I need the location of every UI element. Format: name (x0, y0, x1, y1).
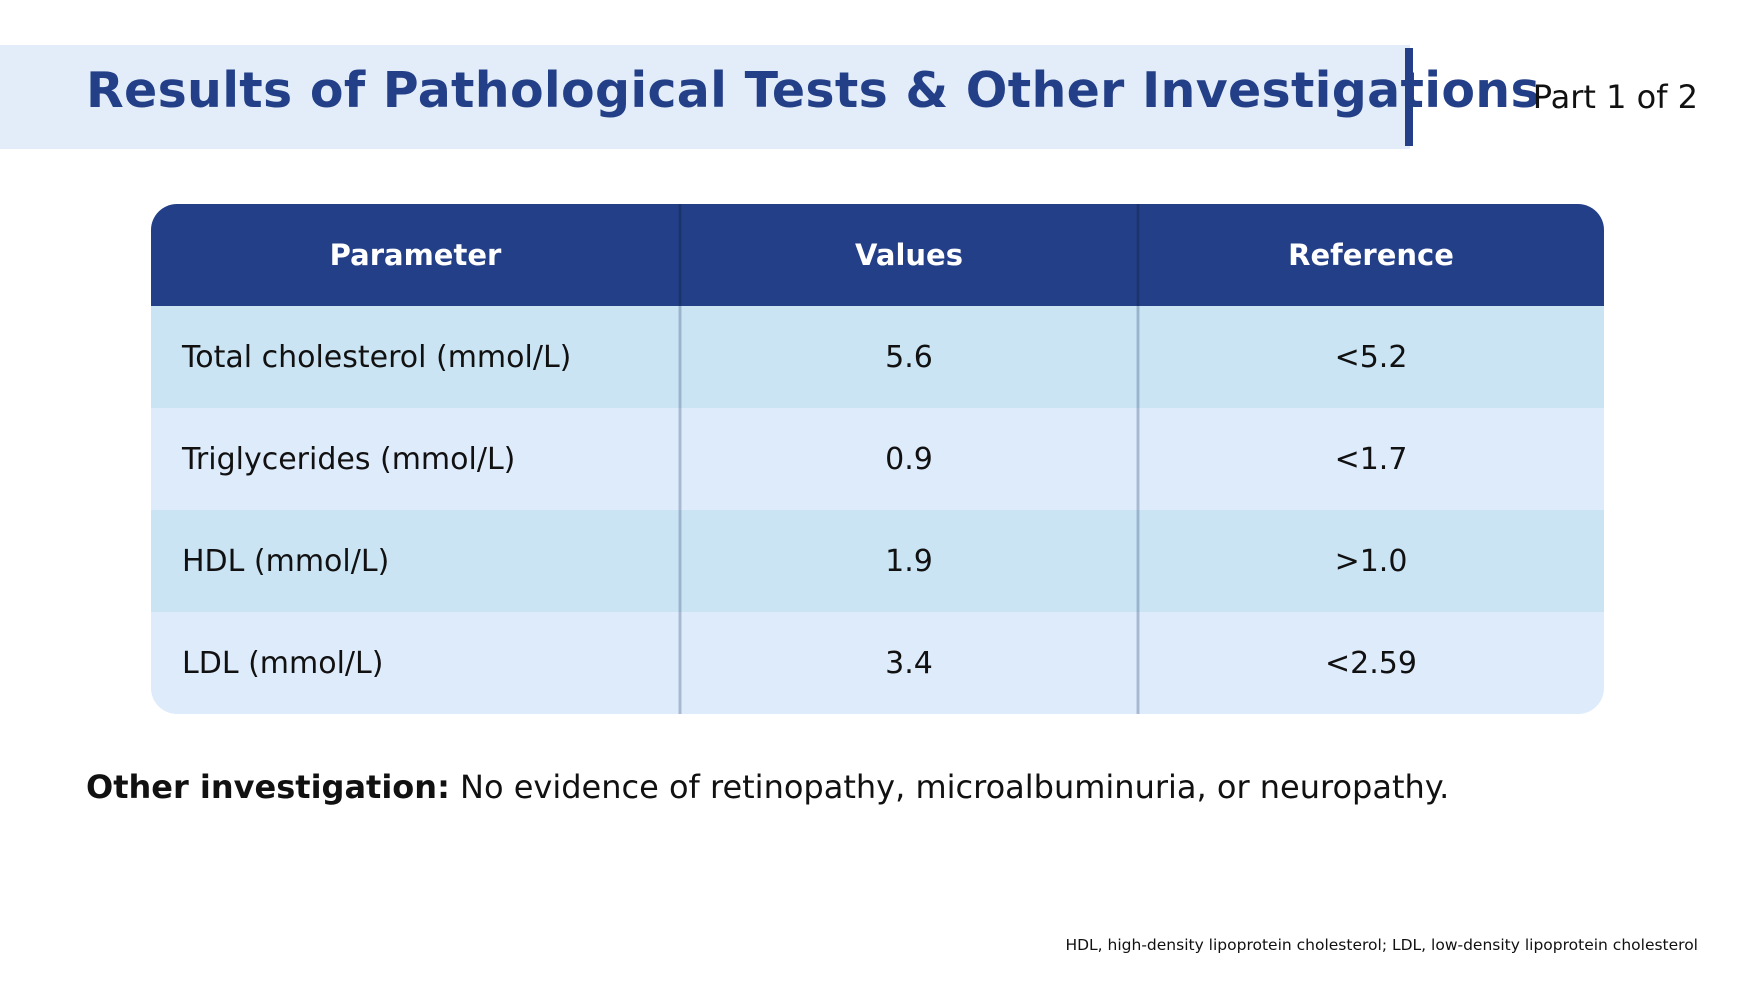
reference-cell: <2.59 (1138, 612, 1604, 714)
column-header-reference: Reference (1138, 204, 1604, 306)
parameter-cell: Total cholesterol (mmol/L) (151, 306, 682, 408)
parameter-name: Triglycerides (mmol/L) (182, 441, 516, 477)
table-row: LDL (mmol/L) 3.4 <2.59 (151, 612, 1604, 714)
title-band (0, 45, 1410, 149)
column-header-label: Reference (1288, 238, 1454, 272)
column-header-label: Parameter (329, 238, 502, 272)
table-row: HDL (mmol/L) 1.9 >1.0 (151, 510, 1604, 612)
abbreviations-footnote: HDL, high-density lipoprotein cholestero… (1065, 936, 1698, 954)
table-header-row: Parameter Values Reference (151, 204, 1604, 306)
reference-cell: >1.0 (1138, 510, 1604, 612)
value-cell: 0.9 (680, 408, 1140, 510)
parameter-value: 3.4 (885, 645, 933, 681)
reference-range: >1.0 (1334, 543, 1408, 579)
reference-cell: <5.2 (1138, 306, 1604, 408)
reference-range: <5.2 (1334, 339, 1408, 375)
parameter-cell: Triglycerides (mmol/L) (151, 408, 682, 510)
value-cell: 3.4 (680, 612, 1140, 714)
parameter-cell: LDL (mmol/L) (151, 612, 682, 714)
column-header-values: Values (680, 204, 1140, 306)
parameter-name: HDL (mmol/L) (182, 543, 390, 579)
parameter-name: Total cholesterol (mmol/L) (182, 339, 572, 375)
title-accent-bar (1405, 48, 1413, 146)
reference-cell: <1.7 (1138, 408, 1604, 510)
column-header-label: Values (855, 238, 963, 272)
page-title: Results of Pathological Tests & Other In… (86, 62, 1540, 119)
column-header-parameter: Parameter (151, 204, 682, 306)
reference-range: <2.59 (1325, 645, 1417, 681)
parameter-value: 1.9 (885, 543, 933, 579)
other-investigation-text: No evidence of retinopathy, microalbumin… (460, 768, 1450, 806)
table-row: Triglycerides (mmol/L) 0.9 <1.7 (151, 408, 1604, 510)
parameter-value: 5.6 (885, 339, 933, 375)
results-table: Parameter Values Reference Total cholest… (151, 204, 1604, 714)
value-cell: 1.9 (680, 510, 1140, 612)
other-investigation-note: Other investigation: No evidence of reti… (86, 768, 1449, 806)
part-indicator: Part 1 of 2 (1532, 78, 1698, 116)
parameter-name: LDL (mmol/L) (182, 645, 384, 681)
table-row: Total cholesterol (mmol/L) 5.6 <5.2 (151, 306, 1604, 408)
other-investigation-label: Other investigation: (86, 768, 450, 806)
reference-range: <1.7 (1334, 441, 1408, 477)
value-cell: 5.6 (680, 306, 1140, 408)
parameter-cell: HDL (mmol/L) (151, 510, 682, 612)
parameter-value: 0.9 (885, 441, 933, 477)
